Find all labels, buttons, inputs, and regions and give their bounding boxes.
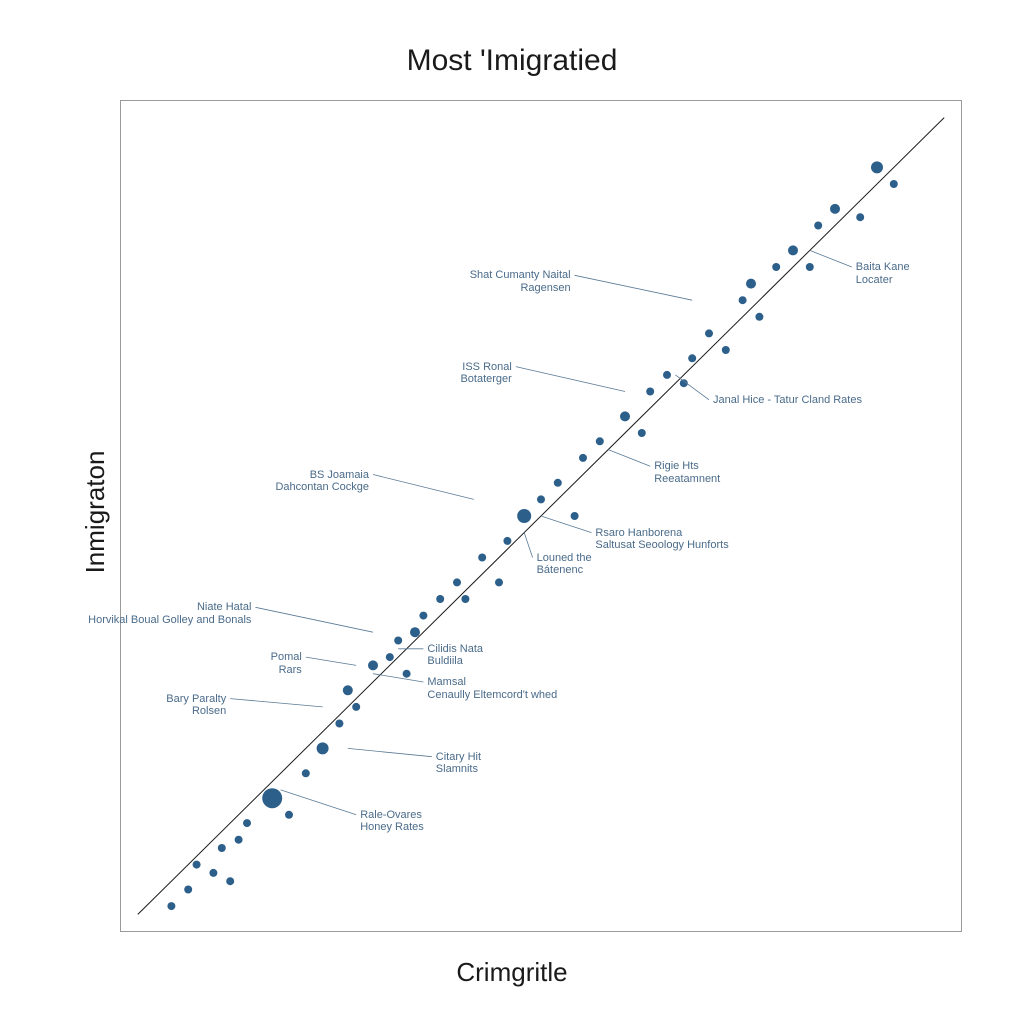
- scatter-point: [461, 595, 469, 603]
- chart-title: Most 'Imigratied: [0, 44, 1024, 78]
- scatter-point: [830, 204, 840, 214]
- scatter-point: [368, 660, 378, 670]
- scatter-point: [705, 329, 713, 337]
- scatter-point: [343, 685, 353, 695]
- scatter-chart: Most 'Imigratied Inmigraton Crimgritle R…: [0, 0, 1024, 1024]
- scatter-point: [226, 877, 234, 885]
- scatter-point: [352, 703, 360, 711]
- annotation-leader: [608, 450, 650, 467]
- annotation-leader: [255, 607, 373, 632]
- scatter-point: [646, 388, 654, 396]
- scatter-point: [209, 869, 217, 877]
- scatter-point: [722, 346, 730, 354]
- scatter-point: [285, 811, 293, 819]
- scatter-point: [193, 861, 201, 869]
- annotation-leader: [306, 657, 356, 665]
- scatter-point: [436, 595, 444, 603]
- scatter-point: [386, 653, 394, 661]
- scatter-point: [394, 637, 402, 645]
- scatter-point: [739, 296, 747, 304]
- scatter-point: [772, 263, 780, 271]
- scatter-point: [235, 836, 243, 844]
- scatter-point: [688, 354, 696, 362]
- y-axis-label: Inmigraton: [80, 451, 111, 574]
- scatter-point: [403, 670, 411, 678]
- annotation-leader: [541, 516, 591, 533]
- scatter-point: [554, 479, 562, 487]
- scatter-point: [890, 180, 898, 188]
- plot-svg: [121, 101, 961, 931]
- scatter-point: [856, 213, 864, 221]
- annotation-leader: [373, 475, 474, 500]
- scatter-point: [419, 612, 427, 620]
- scatter-point: [788, 245, 798, 255]
- scatter-point: [663, 371, 671, 379]
- annotation-leader: [516, 367, 625, 392]
- annotation-leader: [230, 699, 322, 707]
- plot-area: Rale-OvaresHoney RatesCitary HitSlamnits…: [120, 100, 962, 932]
- annotation-leader: [281, 790, 357, 815]
- scatter-point: [620, 411, 630, 421]
- scatter-point: [638, 429, 646, 437]
- scatter-point: [579, 454, 587, 462]
- scatter-point: [335, 720, 343, 728]
- scatter-point: [495, 578, 503, 586]
- scatter-point: [746, 279, 756, 289]
- annotation-leader: [675, 375, 709, 400]
- scatter-point: [167, 902, 175, 910]
- scatter-point: [302, 769, 310, 777]
- scatter-point: [243, 819, 251, 827]
- annotation-leader: [810, 250, 852, 267]
- scatter-point: [453, 578, 461, 586]
- scatter-point: [517, 509, 531, 523]
- scatter-point: [478, 554, 486, 562]
- annotation-leader: [575, 275, 693, 300]
- x-axis-label: Crimgritle: [0, 957, 1024, 988]
- scatter-point: [262, 788, 282, 808]
- scatter-point: [503, 537, 511, 545]
- annotation-leader: [524, 533, 532, 558]
- annotation-leader: [348, 748, 432, 756]
- scatter-point: [410, 627, 420, 637]
- scatter-point: [571, 512, 579, 520]
- scatter-point: [755, 313, 763, 321]
- scatter-point: [806, 263, 814, 271]
- scatter-point: [184, 886, 192, 894]
- scatter-point: [317, 742, 329, 754]
- scatter-point: [218, 844, 226, 852]
- annotation-leader: [373, 674, 423, 682]
- scatter-point: [871, 161, 883, 173]
- scatter-point: [814, 222, 822, 230]
- scatter-point: [596, 437, 604, 445]
- scatter-point: [537, 495, 545, 503]
